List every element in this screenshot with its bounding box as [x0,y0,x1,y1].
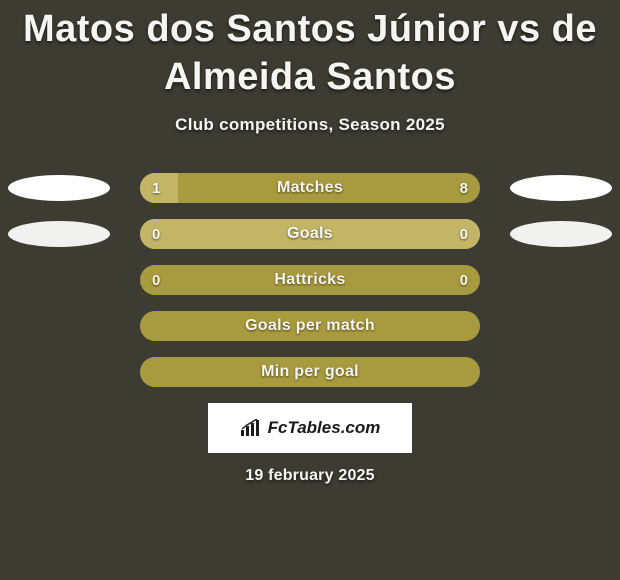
stat-bar: 0 Hattricks 0 [140,265,480,295]
stat-bar: Min per goal [140,357,480,387]
stat-label: Goals per match [140,311,480,341]
stat-bar: 0 Goals 0 [140,219,480,249]
player-right-shape [510,221,612,247]
player-left-shape [8,221,110,247]
page-subtitle: Club competitions, Season 2025 [0,115,620,135]
stat-row-hattricks: 0 Hattricks 0 [0,265,620,295]
stat-row-goals: 0 Goals 0 [0,219,620,249]
comparison-infographic: Matos dos Santos Júnior vs de Almeida Sa… [0,0,620,580]
stats-rows: 1 Matches 8 0 Goals 0 0 Hattricks 0 [0,173,620,387]
stat-value-right: 0 [460,219,468,249]
page-title: Matos dos Santos Júnior vs de Almeida Sa… [0,0,620,101]
chart-icon [240,419,262,437]
stat-label: Min per goal [140,357,480,387]
footer-date: 19 february 2025 [0,467,620,485]
stat-row-goals-per-match: Goals per match [0,311,620,341]
stat-bar: 1 Matches 8 [140,173,480,203]
stat-row-min-per-goal: Min per goal [0,357,620,387]
stat-value-right: 0 [460,265,468,295]
stat-bar: Goals per match [140,311,480,341]
stat-row-matches: 1 Matches 8 [0,173,620,203]
logo-text: FcTables.com [268,418,381,438]
fctables-logo: FcTables.com [208,403,412,453]
stat-label: Matches [140,173,480,203]
stat-value-right: 8 [460,173,468,203]
player-right-shape [510,175,612,201]
player-left-shape [8,175,110,201]
stat-label: Hattricks [140,265,480,295]
stat-label: Goals [140,219,480,249]
